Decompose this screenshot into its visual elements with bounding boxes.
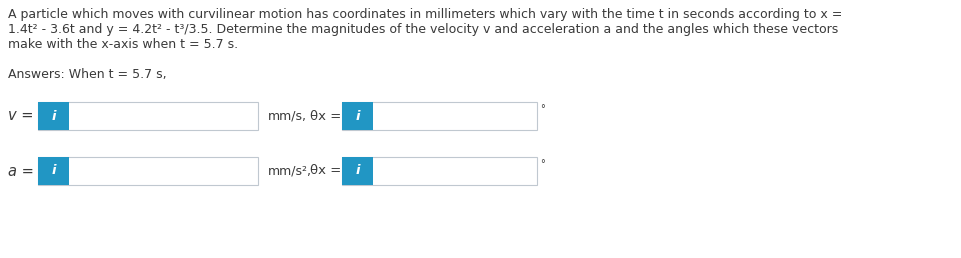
Text: mm/s,: mm/s, (268, 109, 307, 123)
Text: i: i (355, 165, 359, 178)
Text: i: i (51, 165, 56, 178)
FancyBboxPatch shape (342, 157, 373, 185)
Text: θx =: θx = (309, 109, 341, 123)
Text: Answers: When t = 5.7 s,: Answers: When t = 5.7 s, (8, 68, 166, 81)
FancyBboxPatch shape (38, 102, 258, 130)
FancyBboxPatch shape (38, 157, 258, 185)
FancyBboxPatch shape (342, 102, 373, 130)
Text: θx =: θx = (309, 165, 341, 178)
Text: °: ° (539, 159, 544, 169)
Text: °: ° (539, 104, 544, 114)
Text: i: i (355, 109, 359, 123)
FancyBboxPatch shape (342, 157, 536, 185)
Text: make with the x-axis when t = 5.7 s.: make with the x-axis when t = 5.7 s. (8, 38, 238, 51)
FancyBboxPatch shape (342, 102, 536, 130)
FancyBboxPatch shape (38, 157, 69, 185)
Text: A particle which moves with curvilinear motion has coordinates in millimeters wh: A particle which moves with curvilinear … (8, 8, 842, 21)
FancyBboxPatch shape (38, 102, 69, 130)
Text: i: i (51, 109, 56, 123)
Text: 1.4t² - 3.6t and y = 4.2t² - t³/3.5. Determine the magnitudes of the velocity v : 1.4t² - 3.6t and y = 4.2t² - t³/3.5. Det… (8, 23, 837, 36)
Text: v =: v = (9, 109, 34, 124)
Text: mm/s²,: mm/s², (268, 165, 311, 178)
Text: a =: a = (8, 164, 34, 179)
